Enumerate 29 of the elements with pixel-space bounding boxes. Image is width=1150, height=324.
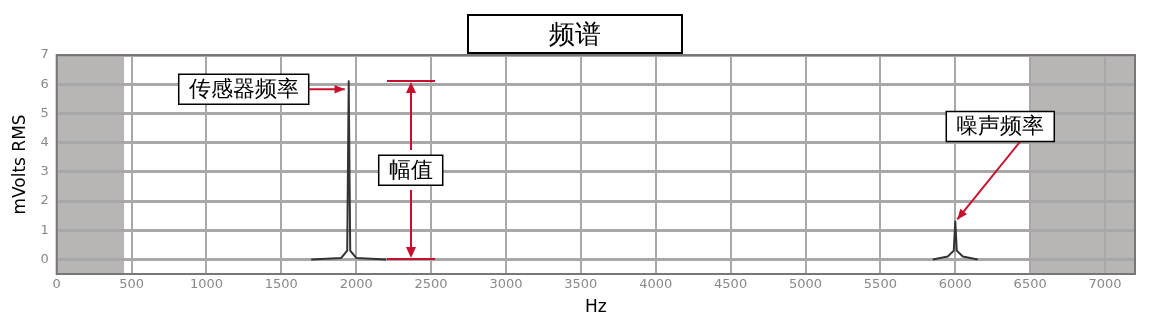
x-tick-label: 2500 <box>414 276 448 292</box>
x-tick-label: 3000 <box>489 276 523 292</box>
x-tick-label: 6000 <box>938 276 972 292</box>
x-axis-title: Hz <box>584 296 607 317</box>
chart-title: 频谱 <box>467 14 683 54</box>
x-tick-label: 1500 <box>264 276 298 292</box>
y-tick-label: 5 <box>40 104 49 120</box>
x-tick-label: 0 <box>52 276 61 292</box>
x-tick-label: 1000 <box>189 276 223 292</box>
y-tick-label: 0 <box>40 250 49 266</box>
y-tick-label: 4 <box>40 133 49 149</box>
y-axis-title: mVolts RMS <box>8 114 29 215</box>
x-tick-label: 2000 <box>339 276 373 292</box>
y-tick-label: 7 <box>40 46 49 62</box>
x-tick-label: 5500 <box>863 276 897 292</box>
x-tick-label: 3500 <box>564 276 598 292</box>
annotation: 幅值 <box>388 157 433 183</box>
x-tick-label: 7000 <box>1088 276 1122 292</box>
x-tick-label: 4000 <box>639 276 673 292</box>
x-tick-label: 6500 <box>1013 276 1047 292</box>
annotation: 噪声频率 <box>956 113 1045 139</box>
y-tick-label: 2 <box>40 192 49 208</box>
y-tick-label: 3 <box>40 163 49 179</box>
y-tick-label: 6 <box>40 75 49 91</box>
x-tick-label: 4500 <box>714 276 748 292</box>
x-tick-label: 5000 <box>788 276 823 292</box>
x-tick-label: 500 <box>119 276 144 292</box>
y-tick-label: 1 <box>40 221 49 237</box>
annotation: 传感器频率 <box>188 76 299 101</box>
